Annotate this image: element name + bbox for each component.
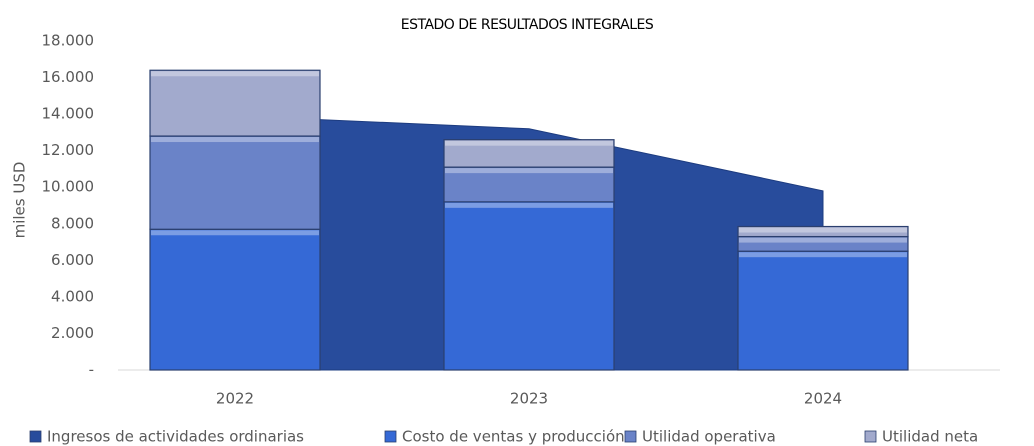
- legend-marker: [624, 430, 637, 443]
- legend-label: Utilidad operativa: [642, 428, 776, 446]
- bar-segment: [443, 139, 615, 168]
- y-tick-label: 18.000: [42, 32, 95, 50]
- legend-marker: [864, 430, 877, 443]
- y-tick-label: 12.000: [42, 141, 95, 159]
- x-tick-label: 2023: [510, 390, 548, 408]
- bar-highlight: [739, 227, 907, 233]
- legend-label: Utilidad neta: [882, 428, 978, 446]
- x-tick-label: 2024: [804, 390, 842, 408]
- bar-highlight: [151, 230, 319, 236]
- legend-marker: [384, 430, 397, 443]
- bar-highlight: [739, 252, 907, 258]
- bar-segment: [443, 166, 615, 203]
- y-tick-label: 14.000: [42, 105, 95, 123]
- bar-highlight: [151, 137, 319, 143]
- bar-highlight: [151, 71, 319, 77]
- y-tick-label: -: [89, 361, 94, 379]
- chart-title: ESTADO DE RESULTADOS INTEGRALES: [401, 17, 654, 33]
- y-tick-label: 6.000: [51, 251, 94, 269]
- legend-label: Ingresos de actividades ordinarias: [47, 428, 304, 446]
- bar-segment: [149, 135, 321, 230]
- bar-highlight: [445, 140, 613, 146]
- bar-highlight: [739, 237, 907, 243]
- y-tick-label: 4.000: [51, 287, 94, 305]
- y-tick-label: 10.000: [42, 178, 95, 196]
- y-tick-label: 8.000: [51, 214, 94, 232]
- legend-marker: [29, 430, 42, 443]
- bar-segment: [149, 69, 321, 137]
- bar-highlight: [445, 202, 613, 208]
- bar-segment: [737, 225, 909, 238]
- bar-highlight: [445, 168, 613, 174]
- y-tick-label: 16.000: [42, 68, 95, 86]
- y-axis-label: miles USD: [11, 162, 29, 239]
- bar-segment: [737, 250, 909, 371]
- x-tick-label: 2022: [216, 390, 254, 408]
- legend-label: Costo de ventas y producción: [402, 428, 625, 446]
- bar-segment: [443, 201, 615, 371]
- y-tick-label: 2.000: [51, 324, 94, 342]
- bar-segment: [149, 228, 321, 371]
